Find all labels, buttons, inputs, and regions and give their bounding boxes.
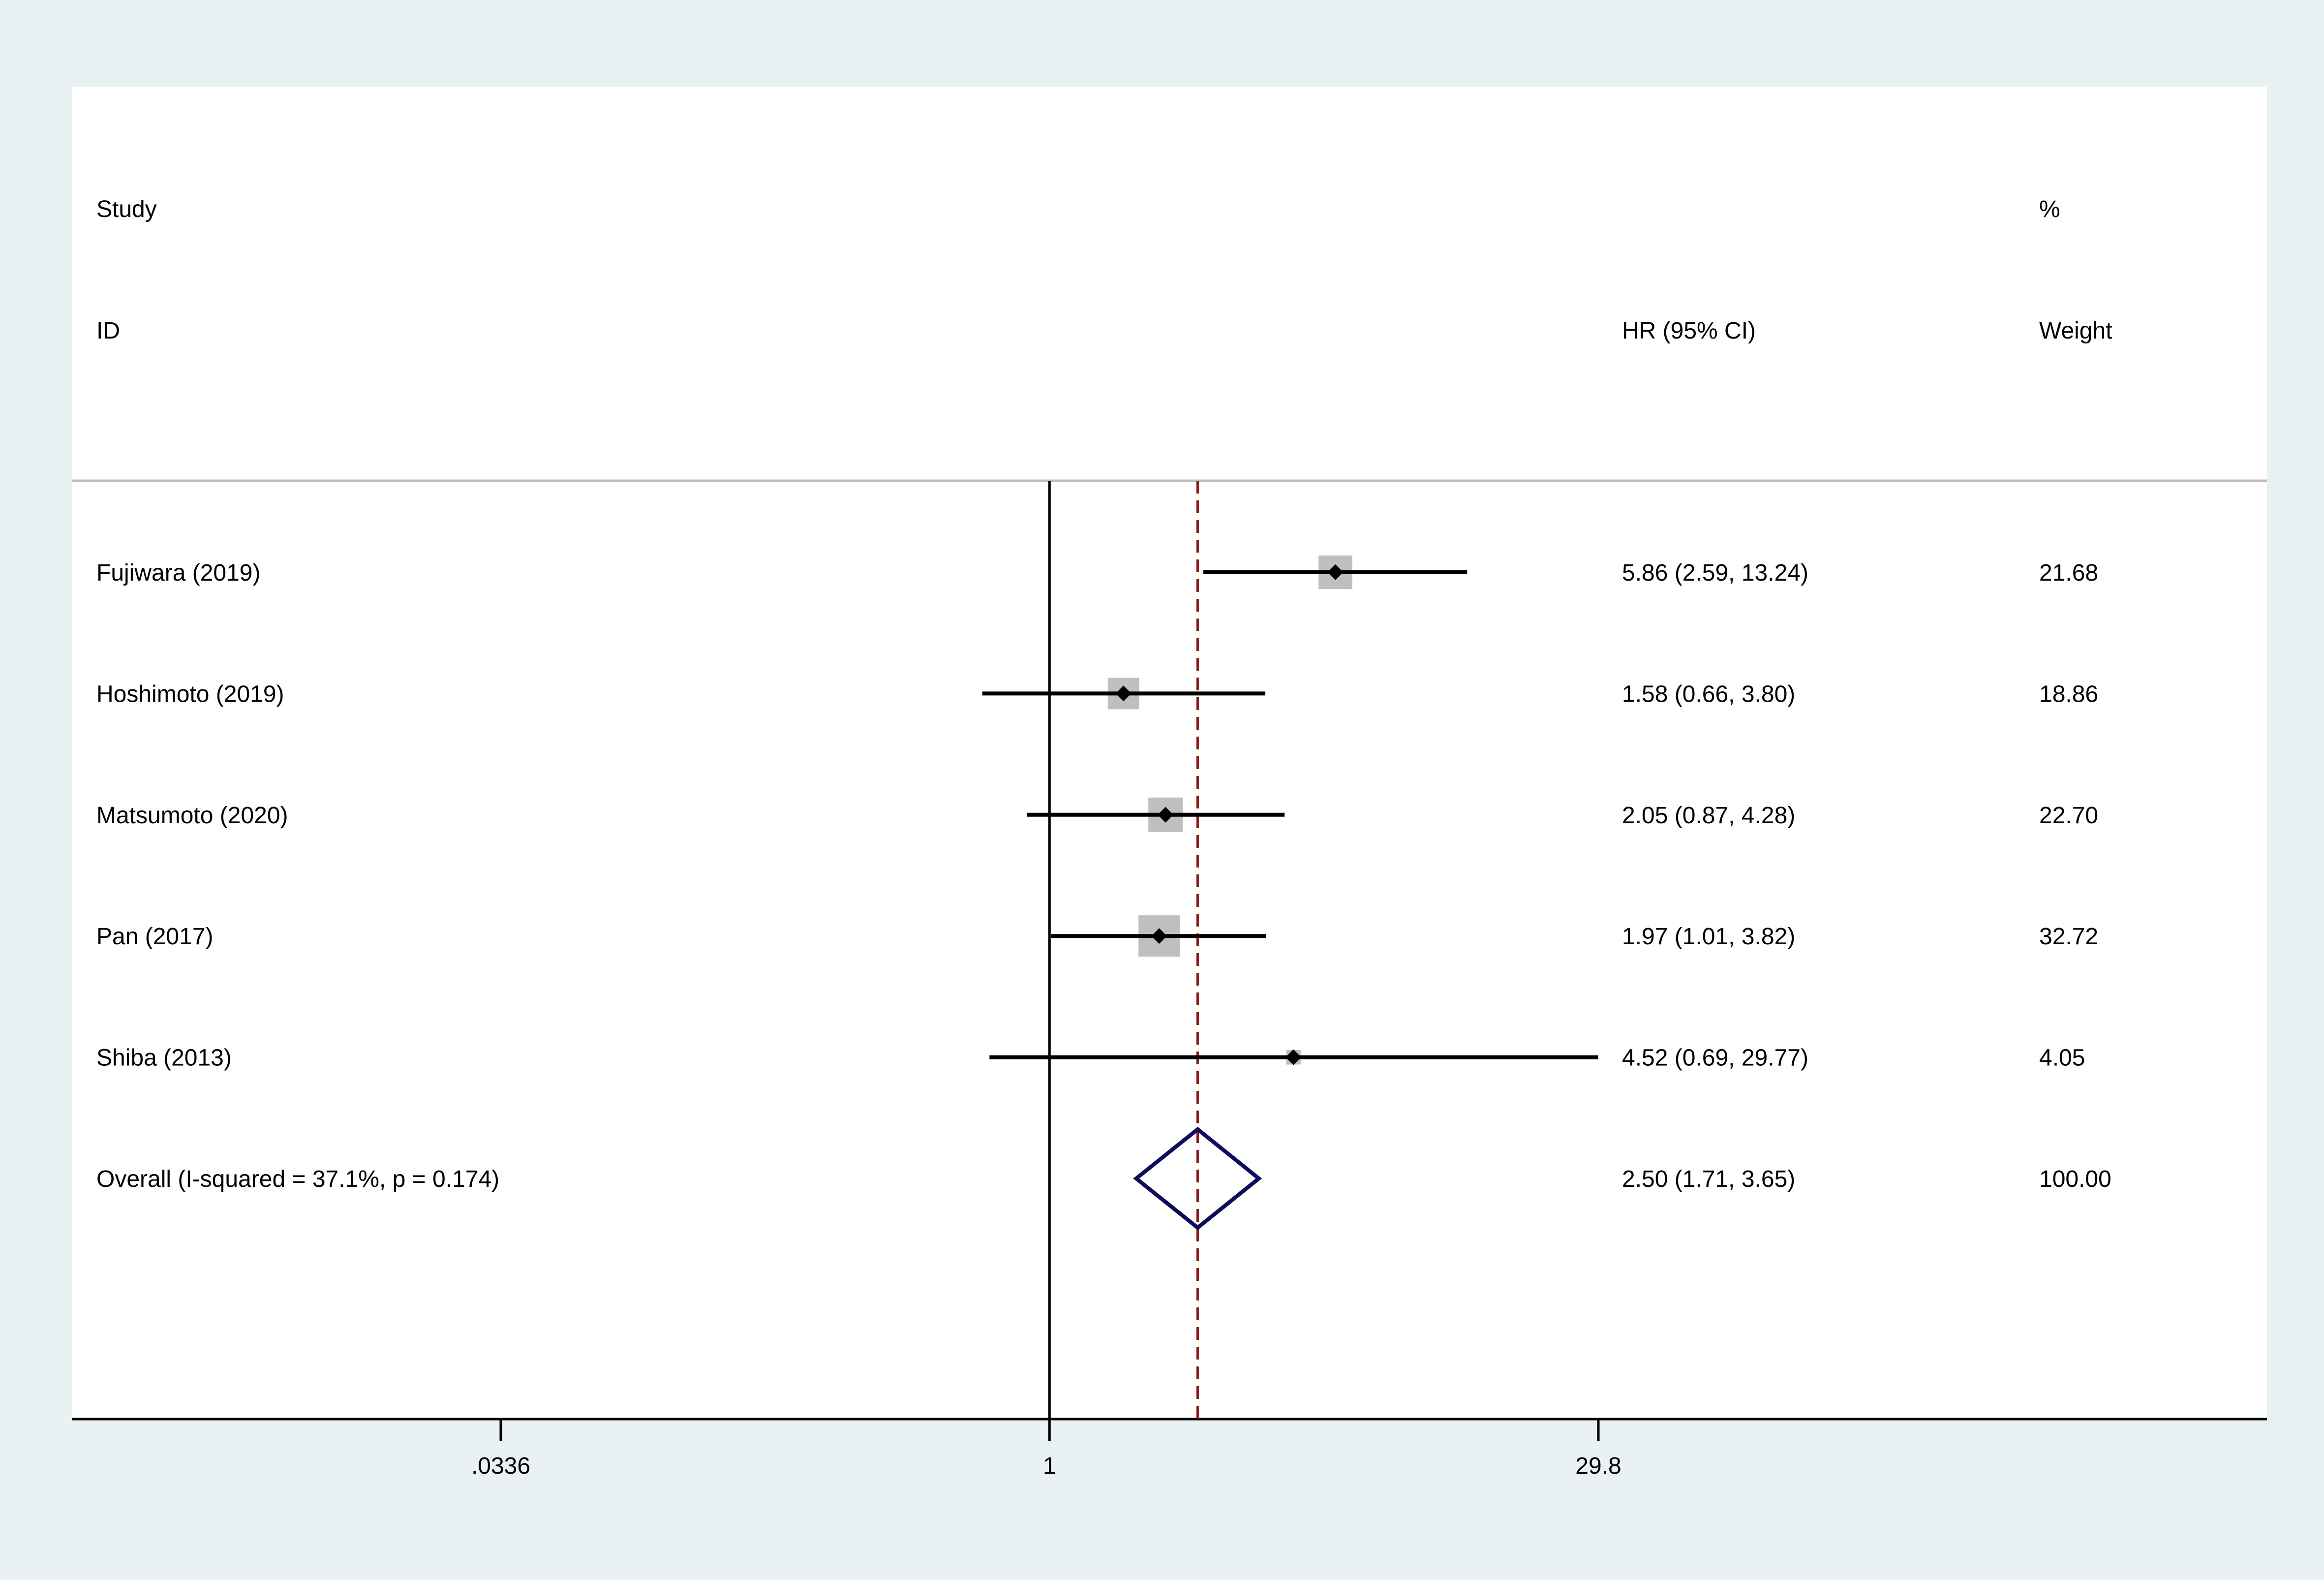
study-ci-text: 5.86 (2.59, 13.24) — [1622, 560, 1808, 586]
study-label: Matsumoto (2020) — [96, 803, 288, 829]
study-point-marker — [1158, 806, 1174, 823]
study-ci-text: 4.52 (0.69, 29.77) — [1622, 1045, 1808, 1071]
study-point-marker — [1115, 685, 1131, 702]
study-point-marker — [1285, 1049, 1302, 1065]
study-ci-text: 1.97 (1.01, 3.82) — [1622, 924, 1795, 950]
x-tick-label: 1 — [1043, 1453, 1056, 1479]
study-header-line2: ID — [96, 318, 120, 344]
overall-ci-text: 2.50 (1.71, 3.65) — [1622, 1166, 1795, 1192]
study-weight-text: 21.68 — [2039, 560, 2098, 586]
study-label: Pan (2017) — [96, 924, 214, 950]
plot-panel — [72, 87, 2267, 1419]
weight-header-line2: Weight — [2039, 318, 2112, 344]
study-weight-text: 32.72 — [2039, 924, 2098, 950]
weight-header-line1: % — [2039, 196, 2060, 222]
study-weight-text: 4.05 — [2039, 1045, 2085, 1071]
overall-label: Overall (I-squared = 37.1%, p = 0.174) — [96, 1166, 499, 1192]
study-weight-text: 22.70 — [2039, 803, 2098, 829]
x-tick-label: .0336 — [471, 1453, 530, 1479]
study-label: Fujiwara (2019) — [96, 560, 260, 586]
study-point-marker — [1151, 928, 1167, 944]
overall-diamond — [1133, 1126, 1262, 1231]
study-header-line1: Study — [96, 196, 157, 222]
study-label: Hoshimoto (2019) — [96, 681, 284, 707]
study-ci-text: 1.58 (0.66, 3.80) — [1622, 681, 1795, 707]
study-point-marker — [1327, 564, 1344, 580]
effect-header: HR (95% CI) — [1622, 318, 1756, 344]
study-ci-text: 2.05 (0.87, 4.28) — [1622, 803, 1795, 829]
overall-weight-text: 100.00 — [2039, 1166, 2111, 1192]
study-weight-text: 18.86 — [2039, 681, 2098, 707]
study-label: Shiba (2013) — [96, 1045, 232, 1071]
x-tick-label: 29.8 — [1575, 1453, 1621, 1479]
